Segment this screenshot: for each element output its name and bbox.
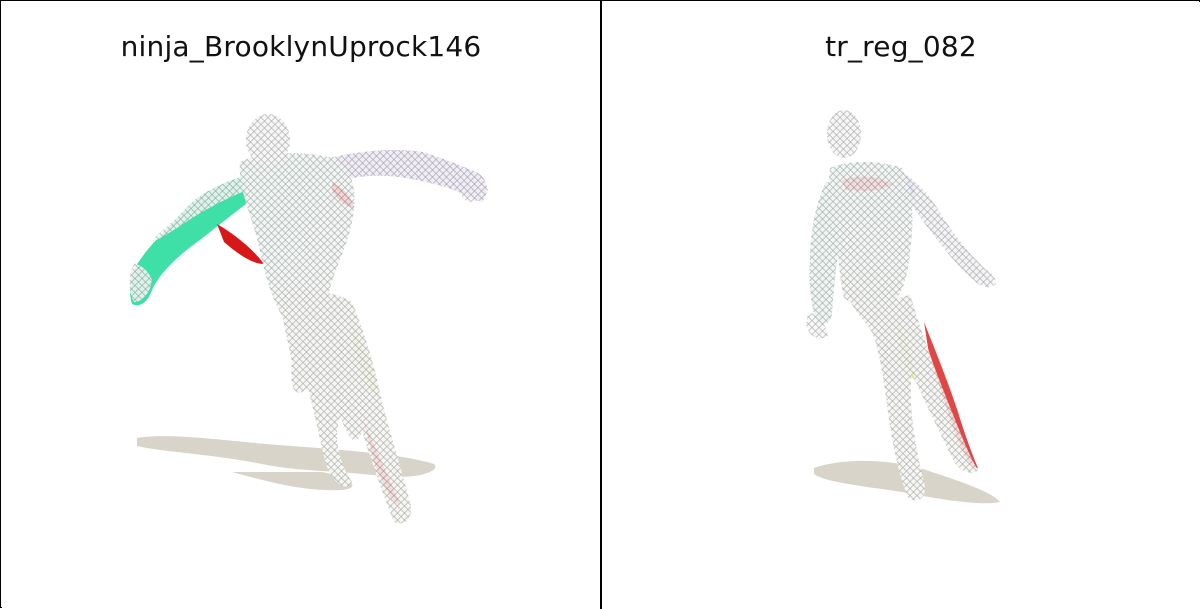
wireframe-overlay-right	[806, 110, 996, 501]
human-mesh-figure-icon	[806, 110, 1000, 504]
ground-shadow	[137, 436, 436, 491]
panel-title-right: tr_reg_082	[825, 30, 977, 63]
viewport-left[interactable]: ninja_BrooklynUprock146	[2, 2, 600, 608]
panel-title-left: ninja_BrooklynUprock146	[120, 30, 482, 63]
viewport-right[interactable]: tr_reg_082	[602, 2, 1200, 608]
human-mesh-figure-icon	[129, 114, 488, 524]
wireframe-overlay-left	[129, 114, 488, 524]
panel-divider	[600, 1, 602, 609]
